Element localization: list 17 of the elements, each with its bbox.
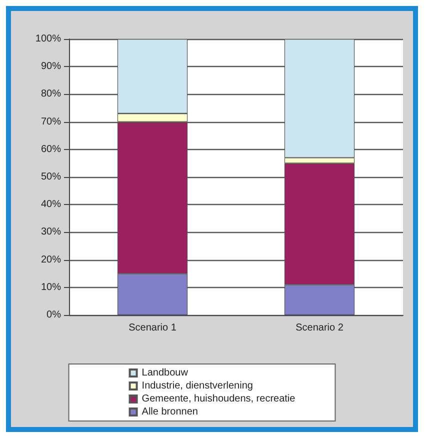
x-tick-label: Scenario 2 bbox=[296, 322, 344, 334]
legend-label: Industrie, dienstverlening bbox=[142, 380, 253, 392]
y-tick-label: 100% bbox=[35, 34, 62, 44]
legend-label: Alle bronnen bbox=[142, 406, 198, 418]
y-tick-label: 70% bbox=[40, 116, 62, 128]
y-tick-label: 80% bbox=[40, 88, 62, 100]
y-tick-label: 40% bbox=[40, 199, 62, 210]
y-tick-label: 10% bbox=[40, 282, 62, 293]
y-tick-label: 0% bbox=[46, 310, 62, 320]
x-tick-label: Scenario 1 bbox=[128, 322, 177, 334]
y-tick-label: 30% bbox=[40, 226, 62, 238]
y-tick-label: 20% bbox=[40, 254, 62, 266]
legend-label: Gemeente, huishoudens, recreatie bbox=[142, 394, 296, 404]
y-tick-label: 90% bbox=[40, 61, 62, 72]
y-tick-label: 50% bbox=[40, 172, 62, 182]
y-tick-label: 60% bbox=[40, 144, 62, 155]
legend-label: Landbouw bbox=[142, 368, 189, 378]
